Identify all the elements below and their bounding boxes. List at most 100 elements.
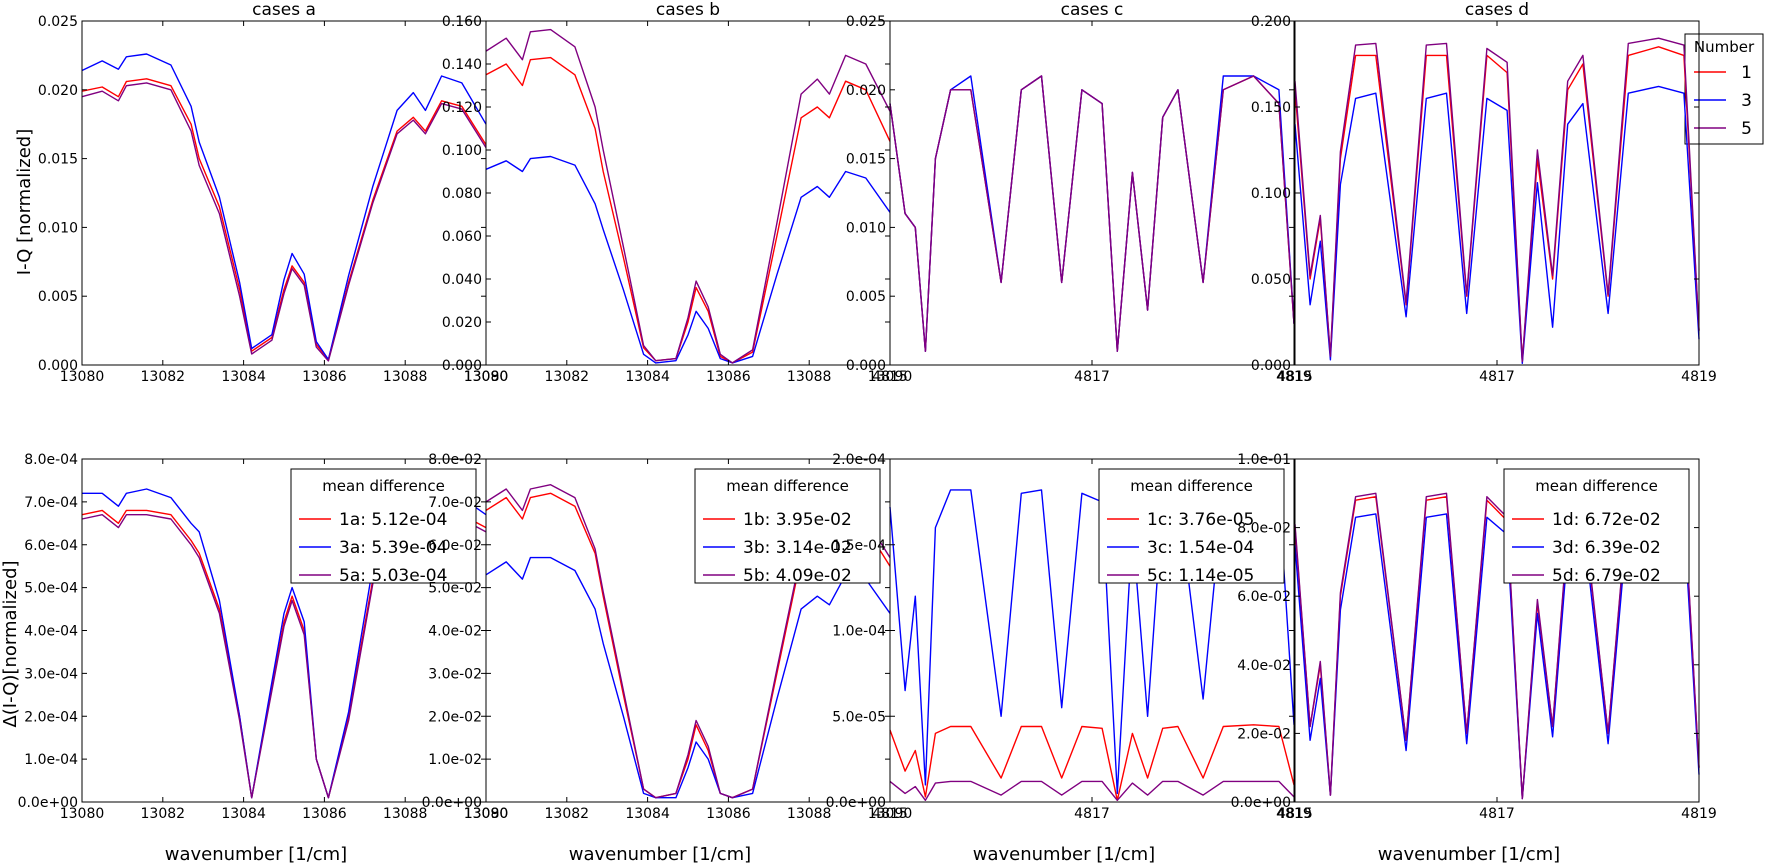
ylabel-top: I-Q [normalized] — [14, 129, 35, 275]
panel-bottom-b: 0.0e+00 1.0e-02 2.0e-02 3.0e-02 4.0e-02 5.0e-… — [422, 452, 913, 822]
panel-top-d: 0.000 0.050 0.100 0.150 0.200 4815 4817 4819 cas… — [1251, 0, 1717, 385]
ytick-label-bottom-a-0: 0.0e+00 — [18, 795, 78, 811]
xtick-label-bottom-b-5: 13090 — [868, 806, 913, 822]
xlabel-b: wavenumber [1/cm] — [569, 844, 751, 864]
xtick-label-top-c-0: 4815 — [872, 369, 908, 385]
title-top-c: cases c — [1061, 0, 1124, 20]
ytick-label-top-b-2: 0.040 — [442, 272, 482, 288]
series-line-5-bottom-c — [889, 780, 1295, 801]
series-line-1-top-b — [485, 56, 891, 364]
xtick-label-top-a-3: 13086 — [302, 369, 347, 385]
ytick-label-top-d-1: 0.050 — [1251, 272, 1291, 288]
ytick-label-top-c-5: 0.025 — [846, 14, 886, 30]
title-top-a: cases a — [252, 0, 316, 20]
ytick-label-bottom-b-2: 2.0e-02 — [428, 709, 482, 725]
xtick-label-bottom-a-0: 13080 — [60, 806, 105, 822]
series-line-3-bottom-b — [485, 556, 891, 799]
panel-bottom-a: 0.0e+00 1.0e-04 2.0e-04 3.0e-04 4.0e-04 5.0e-… — [18, 452, 509, 822]
xtick-label-top-b-0: 13080 — [464, 369, 509, 385]
axes-frame-top-d — [1294, 20, 1700, 366]
ytick-label-bottom-a-6: 6.0e-04 — [24, 538, 78, 554]
ytick-label-bottom-b-0: 0.0e+00 — [422, 795, 482, 811]
xtick-label-top-d-0: 4815 — [1277, 369, 1313, 385]
legend-label-5: 5 — [1741, 119, 1752, 139]
mean-diff-title-bottom-d: mean difference — [1535, 477, 1658, 495]
mean-diff-label-bottom-d-2: 5d: 6.79e-02 — [1552, 566, 1661, 586]
ytick-label-top-c-2: 0.010 — [846, 220, 886, 236]
mean-diff-label-bottom-c-0: 1c: 3.76e-05 — [1147, 510, 1254, 530]
xtick-label-top-d-1: 4817 — [1479, 369, 1515, 385]
xtick-label-bottom-b-4: 13088 — [787, 806, 832, 822]
xtick-label-bottom-d-2: 4819 — [1681, 806, 1717, 822]
xtick-label-bottom-b-0: 13080 — [464, 806, 509, 822]
xtick-label-top-c-2: 4819 — [1276, 369, 1312, 385]
number-legend-title: Number — [1694, 38, 1755, 56]
ytick-label-top-b-5: 0.100 — [442, 143, 482, 159]
xtick-label-bottom-a-1: 13082 — [141, 806, 186, 822]
xlabel-c: wavenumber [1/cm] — [973, 844, 1155, 864]
xtick-label-top-a-1: 13082 — [141, 369, 186, 385]
series-line-1-top-d — [1294, 46, 1700, 363]
ytick-label-top-b-1: 0.020 — [442, 315, 482, 331]
mean-diff-title-bottom-b: mean difference — [726, 477, 849, 495]
ytick-label-bottom-a-3: 3.0e-04 — [24, 666, 78, 682]
xtick-label-top-d-2: 4819 — [1681, 369, 1717, 385]
ytick-label-top-d-4: 0.200 — [1251, 14, 1291, 30]
mean-diff-label-bottom-c-2: 5c: 1.14e-05 — [1147, 566, 1254, 586]
ytick-label-top-b-7: 0.140 — [442, 57, 482, 73]
axes-frame-top-a — [81, 20, 487, 366]
ytick-label-top-b-6: 0.120 — [442, 100, 482, 116]
mean-diff-title-bottom-a: mean difference — [322, 477, 445, 495]
ytick-label-top-d-3: 0.150 — [1251, 100, 1291, 116]
mean-diff-label-bottom-b-2: 5b: 4.09e-02 — [743, 566, 852, 586]
mean-diff-legend-bottom-d — [1503, 468, 1690, 584]
ytick-label-top-a-5: 0.025 — [38, 14, 78, 30]
series-line-3-top-c — [889, 75, 1295, 352]
series-line-5-top-b — [485, 28, 891, 364]
xtick-label-top-b-2: 13084 — [625, 369, 670, 385]
mean-diff-label-bottom-d-0: 1d: 6.72e-02 — [1552, 510, 1661, 530]
ytick-label-top-a-2: 0.010 — [38, 220, 78, 236]
xtick-label-bottom-b-2: 13084 — [625, 806, 670, 822]
series-line-3-top-d — [1294, 85, 1700, 364]
ytick-label-top-b-0: 0.000 — [442, 358, 482, 374]
ytick-label-bottom-b-7: 7.0e-02 — [428, 495, 482, 511]
title-top-d: cases d — [1465, 0, 1529, 20]
xtick-label-bottom-a-2: 13084 — [221, 806, 266, 822]
ytick-label-bottom-a-1: 1.0e-04 — [24, 752, 78, 768]
ytick-label-top-d-0: 0.000 — [1251, 358, 1291, 374]
panel-top-a: 0.000 0.005 0.010 0.015 0.020 0.025 13080 13082… — [38, 0, 508, 385]
mean-diff-label-bottom-d-1: 3d: 6.39e-02 — [1552, 538, 1661, 558]
ytick-label-bottom-b-5: 5.0e-02 — [428, 581, 482, 597]
series-line-3-top-b — [485, 155, 891, 364]
axes-frame-top-b — [485, 20, 891, 366]
mean-diff-label-bottom-b-1: 3b: 3.14e-02 — [743, 538, 852, 558]
mean-diff-label-bottom-b-0: 1b: 3.95e-02 — [743, 510, 852, 530]
xtick-label-top-a-0: 13080 — [60, 369, 105, 385]
ytick-label-bottom-d-2: 4.0e-02 — [1237, 658, 1291, 674]
mean-diff-legend-bottom-a — [290, 468, 477, 584]
number-legend: Number 1 3 5 — [1684, 33, 1764, 145]
ytick-label-bottom-d-5: 1.0e-01 — [1237, 452, 1291, 468]
xtick-label-bottom-a-4: 13088 — [383, 806, 428, 822]
ytick-label-bottom-b-4: 4.0e-02 — [428, 624, 482, 640]
xtick-label-bottom-a-3: 13086 — [302, 806, 347, 822]
xtick-label-top-b-5: 13090 — [868, 369, 913, 385]
ytick-label-top-c-3: 0.015 — [846, 152, 886, 168]
xtick-label-bottom-b-3: 13086 — [706, 806, 751, 822]
panel-top-c: 0.000 0.005 0.010 0.015 0.020 0.025 4815 4817 48… — [846, 0, 1312, 385]
ytick-label-top-c-1: 0.005 — [846, 289, 886, 305]
legend-label-1: 1 — [1741, 63, 1752, 83]
ytick-label-bottom-a-5: 5.0e-04 — [24, 581, 78, 597]
ytick-label-bottom-b-6: 6.0e-02 — [428, 538, 482, 554]
xtick-label-bottom-c-2: 4819 — [1276, 806, 1312, 822]
ytick-label-top-b-8: 0.160 — [442, 14, 482, 30]
xtick-label-top-b-1: 13082 — [545, 369, 590, 385]
series-line-1-top-c — [889, 75, 1295, 352]
mean-diff-title-bottom-c: mean difference — [1130, 477, 1253, 495]
mean-diff-label-bottom-a-2: 5a: 5.03e-04 — [339, 566, 447, 586]
ytick-label-bottom-b-8: 8.0e-02 — [428, 452, 482, 468]
mean-diff-legend-bottom-c — [1098, 468, 1285, 584]
